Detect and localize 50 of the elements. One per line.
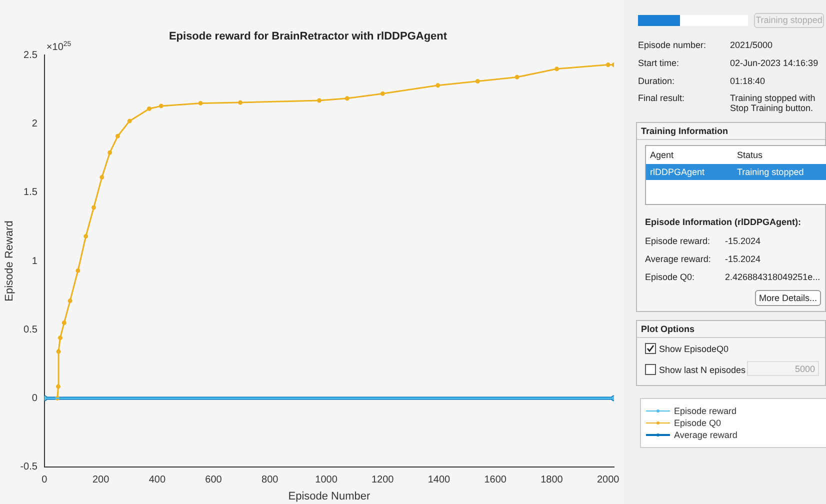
y-axis-title: Episode Reward [4, 220, 16, 302]
text: 01:18:40 [730, 76, 766, 86]
text: Training stopped [756, 15, 822, 25]
text: Training Information [641, 126, 728, 136]
x-tick-label: 200 [92, 474, 110, 486]
x-tick-label: 1000 [315, 474, 338, 486]
y-tick-label: 0.5 [24, 324, 38, 336]
text: Agent [650, 150, 674, 160]
text: Episode Information (rlDDPGAgent): [645, 217, 801, 227]
text: 02-Jun-2023 14:16:39 [730, 58, 818, 68]
text: Training stopped [737, 167, 804, 177]
text: Average reward: [645, 254, 711, 264]
text: 2.426884318049251e... [725, 272, 820, 282]
legend-label: Episode reward [674, 406, 737, 416]
x-axis-title: Episode Number [288, 490, 371, 502]
y-tick-label: -0.5 [20, 462, 38, 473]
chart-title: Episode reward for BrainRetractor with rlDDPGAgent [168, 30, 448, 43]
text: -15.2024 [725, 236, 761, 246]
text: Plot Options [641, 324, 694, 334]
text: Show last N episodes [659, 365, 746, 375]
text: -15.2024 [725, 254, 761, 264]
x-tick-label: 600 [205, 474, 222, 486]
y-tick-label: 2.5 [24, 50, 38, 61]
y-tick-label: 2 [32, 118, 38, 130]
text: Episode number: [638, 40, 706, 50]
y-tick-label: 1.5 [24, 187, 38, 198]
x-tick-label: 0 [42, 474, 48, 486]
legend-label: Episode Q0 [674, 418, 722, 428]
text: Episode Q0: [645, 272, 695, 282]
text: rlDDPGAgent [650, 167, 705, 177]
x-tick-label: 1200 [371, 474, 394, 486]
x-tick-label: 1400 [428, 474, 451, 486]
text: Duration: [638, 76, 675, 86]
y-tick-label: 0 [32, 392, 38, 404]
text: Training stopped with Stop Training button. [730, 93, 816, 113]
legend-label: Average reward [674, 430, 738, 440]
text: Final result: [638, 93, 685, 103]
y-tick-label: 1 [32, 256, 38, 267]
text: 5000 [794, 364, 815, 374]
text: Episode reward: [645, 236, 710, 246]
x-tick-label: 800 [262, 474, 279, 486]
x-tick-label: 2000 [596, 474, 620, 486]
text: Status [737, 150, 763, 160]
text: Show EpisodeQ0 [659, 344, 729, 354]
text: More Details... [758, 293, 818, 303]
x-tick-label: 400 [148, 474, 166, 486]
x-tick-label: 1800 [540, 474, 564, 486]
text: 2021/5000 [730, 40, 773, 50]
text: Start time: [638, 58, 680, 68]
x-tick-label: 1600 [484, 474, 507, 486]
